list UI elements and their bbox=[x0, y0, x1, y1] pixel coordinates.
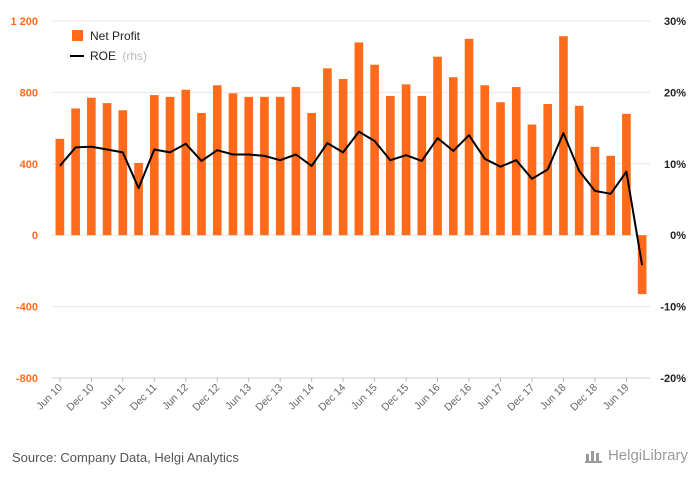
y-left-tick-label: -800 bbox=[16, 373, 38, 385]
x-tick-label: Dec 16 bbox=[442, 382, 474, 414]
bar-net-profit bbox=[228, 93, 238, 236]
x-tick-label: Jun 14 bbox=[286, 382, 317, 413]
x-tick-label: Jun 13 bbox=[223, 382, 254, 413]
y-right-tick-label: 10% bbox=[664, 159, 686, 171]
x-tick-label: Jun 18 bbox=[538, 382, 569, 413]
bar-net-profit bbox=[102, 103, 112, 236]
bar-net-profit bbox=[417, 95, 427, 236]
x-tick-label: Dec 17 bbox=[505, 382, 537, 414]
brand-name: HelgiLibrary bbox=[607, 447, 688, 464]
bar-net-profit bbox=[338, 79, 348, 236]
x-tick-label: Dec 18 bbox=[568, 382, 600, 414]
chart: 1 200 800 400 0 -400 -800 30% 20% 10% 0% -10% -20%… bbox=[10, 16, 686, 414]
legend-swatch-net-profit bbox=[72, 30, 83, 41]
y-left-tick-label: -400 bbox=[16, 302, 38, 314]
net-profit-bars bbox=[55, 36, 647, 295]
x-tick-label: Jun 15 bbox=[349, 382, 380, 413]
bar-net-profit bbox=[244, 96, 254, 236]
svg-text:ROE (rhs): ROE (rhs) bbox=[90, 49, 147, 63]
bar-net-profit bbox=[134, 162, 143, 236]
left-axis: 1 200 800 400 0 -400 -800 bbox=[10, 16, 38, 385]
bar-net-profit bbox=[401, 84, 411, 236]
x-tick-label: Dec 11 bbox=[128, 382, 160, 414]
source-note: Source: Company Data, Helgi Analytics bbox=[12, 450, 239, 465]
legend-label-roe: ROE bbox=[90, 49, 116, 63]
bar-net-profit bbox=[433, 56, 442, 236]
bar-net-profit bbox=[260, 96, 269, 236]
legend-label-net-profit: Net Profit bbox=[90, 29, 141, 43]
bar-net-profit bbox=[386, 95, 395, 236]
x-tick-label: Dec 14 bbox=[316, 382, 348, 414]
bar-net-profit bbox=[496, 102, 505, 236]
x-tick-label: Dec 13 bbox=[253, 382, 285, 414]
bar-net-profit bbox=[165, 96, 175, 236]
legend-rhs-note: (rhs) bbox=[122, 49, 147, 63]
x-tick-label: Jun 19 bbox=[601, 382, 632, 413]
bar-net-profit bbox=[87, 97, 96, 236]
bar-net-profit bbox=[354, 42, 364, 236]
x-tick-label: Jun 11 bbox=[98, 382, 128, 412]
bar-net-profit bbox=[71, 108, 80, 236]
y-right-tick-label: 0% bbox=[670, 230, 686, 242]
bar-net-profit bbox=[480, 85, 490, 236]
bar-net-profit bbox=[606, 155, 615, 236]
x-tick-label: Dec 12 bbox=[190, 382, 222, 414]
bar-net-profit bbox=[181, 89, 191, 236]
y-right-tick-label: -10% bbox=[660, 302, 686, 314]
bar-net-profit bbox=[323, 68, 332, 236]
bar-net-profit bbox=[118, 110, 128, 236]
bar-net-profit bbox=[275, 96, 285, 236]
y-left-tick-label: 0 bbox=[32, 230, 38, 242]
right-axis: 30% 20% 10% 0% -10% -20% bbox=[660, 16, 686, 385]
y-right-tick-label: 30% bbox=[664, 16, 686, 28]
bar-net-profit bbox=[527, 124, 537, 236]
bar-net-profit bbox=[307, 112, 316, 236]
x-tick-label: Dec 10 bbox=[64, 382, 96, 414]
x-tick-label: Jun 17 bbox=[475, 382, 506, 413]
y-left-tick-label: 400 bbox=[20, 159, 38, 171]
bar-net-profit bbox=[448, 77, 458, 236]
y-right-tick-label: 20% bbox=[664, 87, 686, 99]
roe-line bbox=[59, 130, 644, 266]
x-tick-label: Jun 10 bbox=[34, 382, 65, 413]
bar-net-profit bbox=[197, 112, 206, 236]
x-axis: Jun 10 Dec 10 Jun 11 Dec 11 Jun 12 Dec 12 Jun … bbox=[34, 377, 650, 414]
bar-net-profit bbox=[55, 138, 65, 236]
bar-net-profit bbox=[212, 85, 222, 236]
y-left-tick-label: 1 200 bbox=[10, 16, 38, 28]
bar-net-profit bbox=[370, 64, 379, 236]
y-right-tick-label: -20% bbox=[660, 373, 686, 385]
library-icon bbox=[584, 450, 602, 463]
x-tick-label: Dec 15 bbox=[379, 382, 411, 414]
x-tick-label: Jun 12 bbox=[160, 382, 191, 413]
bar-net-profit bbox=[291, 87, 301, 236]
helgi-library-logo: HelgiLibrary bbox=[584, 447, 688, 464]
y-left-tick-label: 800 bbox=[20, 87, 38, 99]
roe-series-line bbox=[59, 130, 644, 266]
legend: Net Profit ROE (rhs) bbox=[70, 29, 147, 63]
x-tick-label: Jun 16 bbox=[412, 382, 443, 413]
bar-net-profit bbox=[149, 95, 159, 236]
